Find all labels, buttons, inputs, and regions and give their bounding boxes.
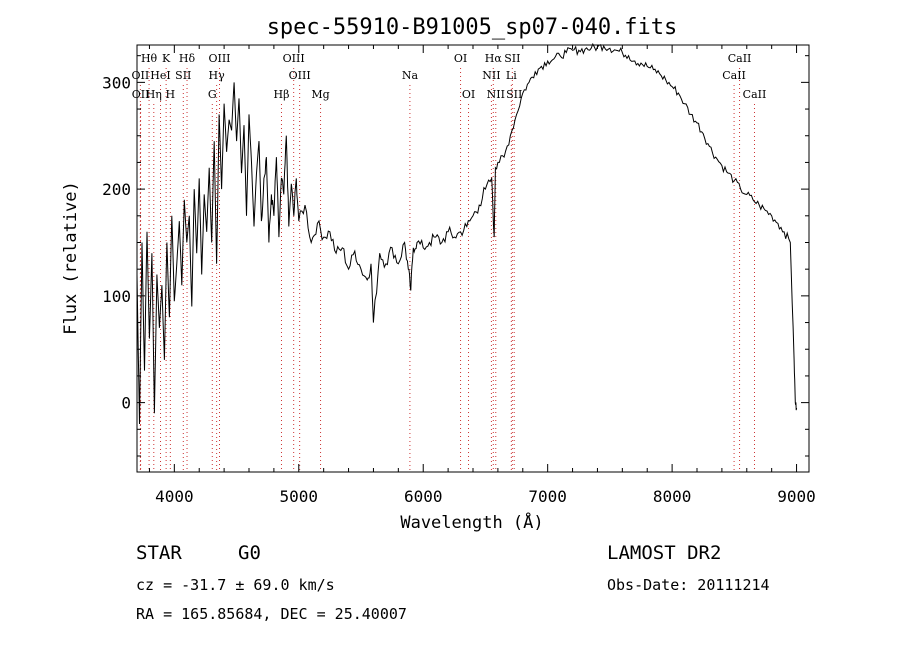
line-marker-label: Hγ — [209, 69, 226, 82]
line-marker-label: NII — [482, 69, 500, 82]
line-marker-label: OIII — [283, 52, 305, 65]
line-marker-label: CaII — [722, 69, 746, 82]
line-marker-label: CaII — [728, 52, 752, 65]
y-axis-label: Flux (relative) — [61, 181, 81, 335]
line-marker-label: OIII — [208, 52, 230, 65]
line-marker-label: OII — [132, 69, 150, 82]
spectral-subclass: G0 — [238, 542, 261, 564]
x-tick-label: 6000 — [404, 487, 443, 506]
y-tick-label: 300 — [102, 73, 131, 92]
line-marker-label: OIII — [289, 69, 311, 82]
line-marker-label: Hα — [485, 52, 503, 65]
line-marker-label: SII — [506, 88, 522, 101]
line-marker-label: Na — [402, 69, 419, 82]
line-marker-label: OII — [132, 88, 150, 101]
object-class: STAR — [136, 542, 182, 564]
x-tick-label: 7000 — [528, 487, 567, 506]
line-marker-label: K — [162, 52, 171, 65]
line-marker-label: G — [208, 88, 217, 101]
obs-date: Obs-Date: 20111214 — [607, 576, 770, 594]
line-marker-label: NII — [487, 88, 505, 101]
coordinates-readout: RA = 165.85684, DEC = 25.40007 — [136, 605, 407, 623]
line-marker-label: Hθ — [141, 52, 158, 65]
x-axis-label: Wavelength (Å) — [400, 511, 543, 533]
x-tick-label: 9000 — [777, 487, 816, 506]
plot-frame — [136, 44, 810, 473]
line-marker-label: SII — [504, 52, 520, 65]
line-marker-label: SII — [175, 69, 191, 82]
x-axis-ticks: 4000 5000 6000 7000 8000 9000 — [148, 45, 816, 506]
x-tick-label: 5000 — [280, 487, 319, 506]
line-marker-label: Mg — [311, 88, 329, 101]
line-marker-label: H — [166, 88, 176, 101]
x-tick-label: 8000 — [653, 487, 692, 506]
line-marker-label: OI — [454, 52, 467, 65]
spectrum-series-line — [136, 42, 798, 425]
line-marker-label: OI — [462, 88, 475, 101]
y-tick-label: 200 — [102, 180, 131, 199]
line-marker-label: CaII — [743, 88, 767, 101]
y-tick-label: 0 — [121, 394, 131, 413]
line-marker-label: Hη — [146, 88, 162, 101]
line-marker-label: Hδ — [179, 52, 196, 65]
x-tick-label: 4000 — [155, 487, 194, 506]
redshift-readout: cz = -31.7 ± 69.0 km/s — [136, 576, 335, 594]
y-axis-ticks: 0 100 200 300 — [102, 55, 809, 457]
line-marker-label: HeI — [150, 69, 170, 82]
line-marker-label: Li — [506, 69, 517, 82]
chart-title: spec-55910-B91005_sp07-040.fits — [267, 15, 678, 40]
survey-name: LAMOST DR2 — [607, 542, 722, 564]
line-marker-label: Hβ — [274, 88, 290, 101]
y-tick-label: 100 — [102, 287, 131, 306]
